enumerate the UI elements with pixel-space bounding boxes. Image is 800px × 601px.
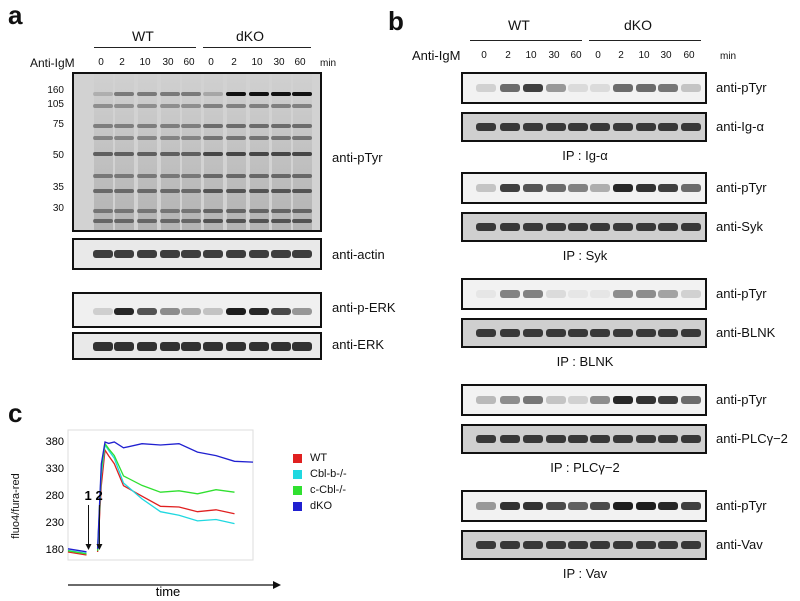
ip-loading-label: anti-Vav [716,537,763,552]
panel-a-wt-bracket [94,47,196,48]
ip-loading-blot [461,530,707,560]
panel-a-perk-blot [72,292,322,328]
legend-label: dKO [310,500,333,512]
panel-b-treatment-label: Anti-IgM [412,48,461,63]
panel-b-timepoint: 60 [570,50,582,61]
y-tick-label: 330 [46,463,64,475]
panel-a-perk-label: anti-p-ERK [332,300,396,315]
panel-c-ylabel: fluo4/fura-red [10,473,22,539]
ip-ptyr-label: anti-pTyr [716,286,767,301]
legend-swatch [293,470,302,479]
panel-b-letter: b [388,6,404,36]
panel-a-timepoint: 10 [251,57,263,68]
panel-b-timepoint: 30 [548,50,560,61]
x-axis-label: time [156,584,181,599]
panel-c-letter: c [8,398,23,428]
injection-arrowhead [85,544,92,550]
panel-b-timepoint: 30 [660,50,672,61]
panel-a-unit: min [320,58,337,69]
panel-b-unit: min [720,51,737,62]
ip-ptyr-label: anti-pTyr [716,392,767,407]
panel-a-dko-bracket [203,47,311,48]
panel-a-letter: a [8,0,23,30]
injection-marker-label: 2 [95,488,102,503]
legend-label: WT [310,452,328,464]
panel-a-timepoint: 60 [294,57,306,68]
injection-marker-label: 1 [85,488,92,503]
panel-a-timepoint: 0 [208,57,214,68]
ip-ptyr-blot [461,384,707,416]
ip-ptyr-blot [461,490,707,522]
panel-b-group-wt: WT [508,17,530,33]
panel-a-group-dko: dKO [236,28,265,44]
y-tick-label: 180 [46,544,64,556]
panel-b-timepoint: 0 [481,50,487,61]
panel-b-timepoint: 2 [505,50,511,61]
panel-a-timepoint: 2 [231,57,237,68]
panel-b-timepoint: 10 [638,50,650,61]
ip-loading-blot [461,424,707,454]
panel-b-timepoint: 60 [683,50,695,61]
legend-swatch [293,502,302,511]
legend-swatch [293,454,302,463]
legend-label: c-Cbl-/- [310,484,347,496]
panel-a-group-wt: WT [132,28,154,44]
panel-b-timepoint: 10 [525,50,537,61]
panel-b-dko-bracket [589,40,701,41]
injection-arrowhead [96,544,103,550]
panel-a-timepoint: 60 [183,57,195,68]
panel-b-timepoint: 2 [618,50,624,61]
ip-loading-label: anti-Ig-α [716,119,764,134]
mw-marker: 105 [47,99,64,110]
panel-b-wt-bracket [470,40,582,41]
panel-a-timepoint: 10 [139,57,151,68]
panel-b-group-dko: dKO [624,17,653,33]
ip-loading-label: anti-Syk [716,219,763,234]
panel-a-treatment-label: Anti-IgM [30,56,75,70]
ip-loading-blot [461,318,707,348]
ip-ptyr-label: anti-pTyr [716,498,767,513]
ip-label: IP : Syk [562,248,608,263]
time-axis-arrowhead [273,581,281,589]
mw-marker: 160 [47,85,64,96]
panel-a-ptyr-blot [72,72,322,232]
legend-label: Cbl-b-/- [310,468,347,480]
y-tick-label: 230 [46,517,64,529]
ip-ptyr-blot [461,72,707,104]
mw-marker: 30 [52,203,64,214]
mw-marker: 35 [52,182,64,193]
ip-ptyr-blot [461,278,707,310]
ip-ptyr-label: anti-pTyr [716,180,767,195]
series-line-dKO [67,441,254,553]
ip-loading-label: anti-BLNK [716,325,776,340]
ip-label: IP : Vav [562,566,608,581]
calcium-flux-chart: 180 230 280 330 380 1 2 time [46,429,281,599]
ip-loading-blot [461,212,707,242]
panel-a-timepoint: 0 [98,57,104,68]
ip-ptyr-blot [461,172,707,204]
ip-loading-blot [461,112,707,142]
ip-ptyr-label: anti-pTyr [716,80,767,95]
panel-c-ylabel-wrap: fluo4/fura-red [6,450,26,570]
panel-b-timepoint: 0 [595,50,601,61]
panel-a-actin-blot [72,238,322,270]
panel-a-ptyr-label: anti-pTyr [332,150,383,165]
mw-marker: 50 [52,150,64,161]
panel-a-timepoint: 30 [162,57,174,68]
y-tick-label: 280 [46,490,64,502]
panel-a-erk-label: anti-ERK [332,337,385,352]
ip-loading-label: anti-PLCγ−2 [716,431,788,446]
legend-swatch [293,486,302,495]
ip-label: IP : Ig-α [562,148,608,163]
panel-a-erk-blot [72,332,322,360]
panel-a-timepoint: 2 [119,57,125,68]
ip-label: IP : BLNK [556,354,614,369]
panel-a-actin-label: anti-actin [332,247,385,262]
y-tick-label: 380 [46,436,64,448]
ip-label: IP : PLCγ−2 [550,460,620,475]
panel-a-timepoint: 30 [273,57,285,68]
mw-marker: 75 [52,119,64,130]
